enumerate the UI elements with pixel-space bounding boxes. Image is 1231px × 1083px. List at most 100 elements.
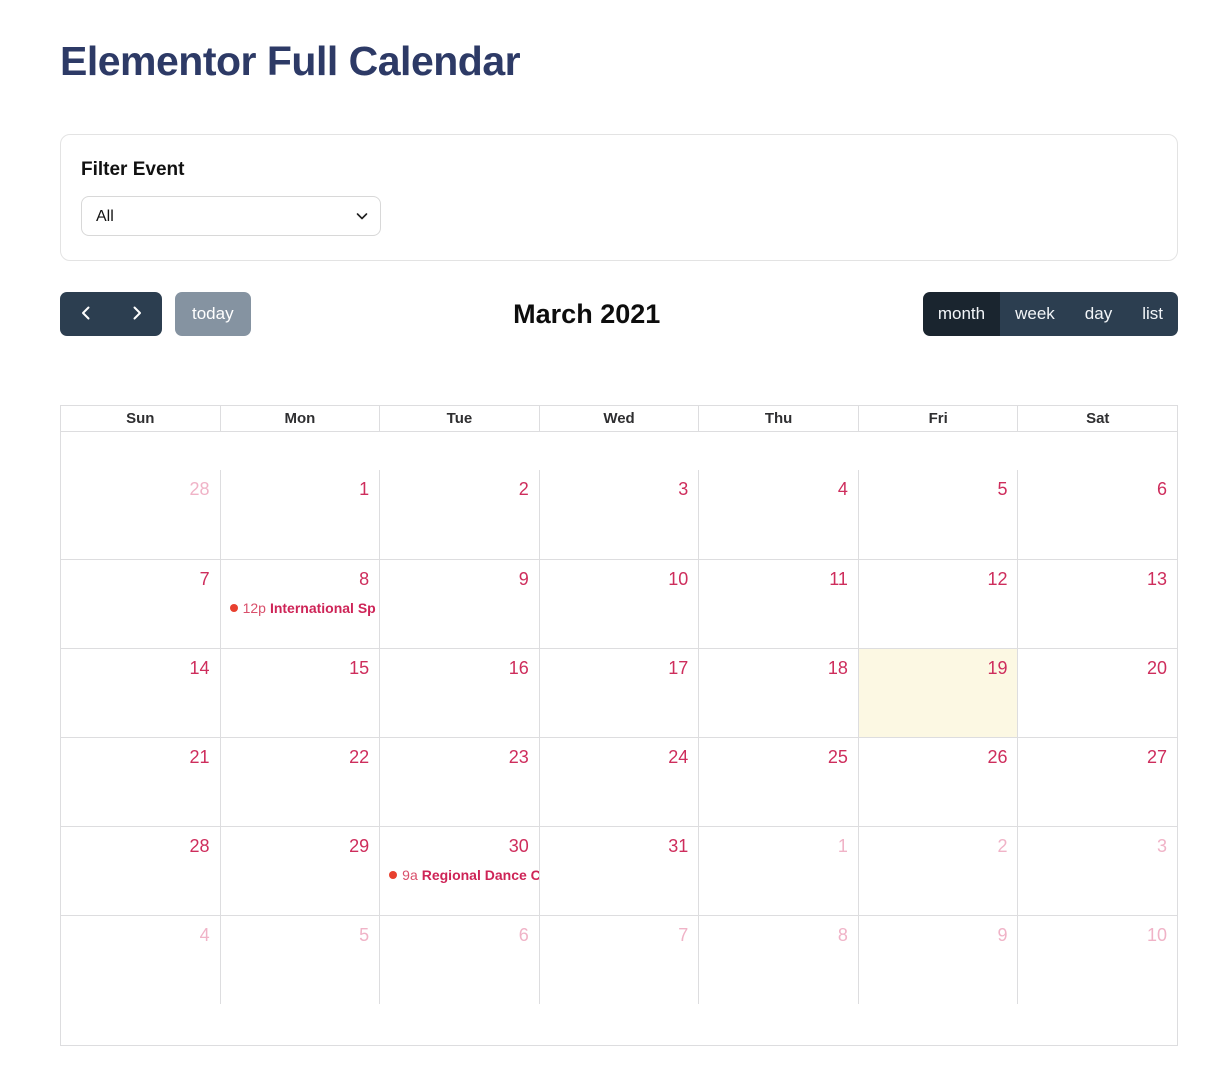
day-cell-4[interactable]: 4 (699, 470, 859, 559)
day-number: 28 (189, 479, 210, 499)
calendar-event[interactable]: 9a Regional Dance C (380, 867, 539, 883)
event-title: Regional Dance C (421, 867, 539, 883)
day-cell-24[interactable]: 24 (540, 738, 700, 826)
day-cell-3[interactable]: 3 (540, 470, 700, 559)
day-cell-17[interactable]: 17 (540, 649, 700, 737)
day-header-thu: Thu (699, 406, 859, 431)
today-button[interactable]: today (175, 292, 251, 336)
day-cell-13[interactable]: 13 (1018, 560, 1177, 648)
event-dot-icon (229, 604, 238, 612)
day-number: 23 (508, 747, 529, 767)
view-button-list[interactable]: list (1127, 292, 1178, 336)
day-cell-16[interactable]: 16 (380, 649, 540, 737)
day-of-week-header: Sun Mon Tue Wed Thu Fri Sat (61, 406, 1177, 432)
next-button[interactable] (111, 292, 162, 336)
day-number: 7 (199, 569, 210, 589)
prev-button[interactable] (60, 292, 111, 336)
day-cell-8[interactable]: 8 12p International Sp (221, 560, 381, 648)
day-cell-28[interactable]: 28 (61, 470, 221, 559)
week-row: 28 29 30 9a Regional Dance C 31 1 2 3 (61, 826, 1177, 915)
day-cell-12[interactable]: 12 (859, 560, 1019, 648)
day-cell-6[interactable]: 6 (380, 916, 540, 1004)
page: Elementor Full Calendar Filter Event All (60, 0, 1178, 1046)
day-cell-26[interactable]: 26 (859, 738, 1019, 826)
week-row: 28 1 2 3 4 5 6 (61, 470, 1177, 559)
chevron-right-icon (129, 304, 145, 325)
day-number: 11 (829, 569, 848, 589)
day-cell-10[interactable]: 10 (540, 560, 700, 648)
day-cell-22[interactable]: 22 (221, 738, 381, 826)
day-cell-18[interactable]: 18 (699, 649, 859, 737)
day-cell-19[interactable]: 19 (858, 649, 1019, 737)
day-cell-1[interactable]: 1 (699, 827, 859, 915)
day-cell-2[interactable]: 2 (859, 827, 1019, 915)
day-number: 29 (349, 836, 370, 856)
view-button-month[interactable]: month (922, 292, 1001, 336)
day-cell-20[interactable]: 20 (1018, 649, 1177, 737)
day-cell-28[interactable]: 28 (61, 827, 221, 915)
day-number: 10 (1147, 925, 1168, 945)
day-cell-3[interactable]: 3 (1018, 827, 1177, 915)
day-cell-29[interactable]: 29 (221, 827, 381, 915)
day-number: 16 (508, 658, 529, 678)
calendar-event[interactable]: 12p International Sp (221, 600, 380, 616)
day-number: 20 (1147, 658, 1168, 678)
day-number: 5 (359, 925, 370, 945)
week-row: 7 8 12p International Sp 9 10 11 12 13 (61, 559, 1177, 648)
day-cell-9[interactable]: 9 (380, 560, 540, 648)
day-cell-8[interactable]: 8 (699, 916, 859, 1004)
event-time: 12p (242, 600, 266, 616)
day-number: 17 (668, 658, 689, 678)
day-cell-31[interactable]: 31 (540, 827, 700, 915)
day-number: 3 (678, 479, 689, 499)
day-cell-30[interactable]: 30 9a Regional Dance C (380, 827, 540, 915)
day-cell-11[interactable]: 11 (699, 560, 859, 648)
day-cell-14[interactable]: 14 (61, 649, 221, 737)
day-number: 8 (837, 925, 848, 945)
filter-event-card: Filter Event All (60, 134, 1178, 261)
event-dot-icon (389, 871, 398, 879)
day-number: 18 (827, 658, 848, 678)
view-switcher: month week day list (922, 292, 1178, 336)
day-cell-2[interactable]: 2 (380, 470, 540, 559)
day-number: 2 (518, 479, 529, 499)
day-cell-21[interactable]: 21 (61, 738, 221, 826)
day-cell-10[interactable]: 10 (1018, 916, 1177, 1004)
day-number: 9 (997, 925, 1008, 945)
day-header-tue: Tue (380, 406, 540, 431)
day-header-mon: Mon (221, 406, 381, 431)
day-number: 4 (837, 479, 848, 499)
day-number: 6 (518, 925, 529, 945)
day-number: 25 (827, 747, 848, 767)
filter-event-label: Filter Event (81, 159, 185, 180)
day-cell-23[interactable]: 23 (380, 738, 540, 826)
day-number: 1 (837, 836, 848, 856)
day-cell-6[interactable]: 6 (1018, 470, 1177, 559)
day-cell-27[interactable]: 27 (1018, 738, 1177, 826)
day-cell-5[interactable]: 5 (221, 916, 381, 1004)
day-cell-7[interactable]: 7 (61, 560, 221, 648)
day-header-wed: Wed (540, 406, 700, 431)
day-cell-25[interactable]: 25 (699, 738, 859, 826)
view-button-week[interactable]: week (1000, 292, 1070, 336)
day-cell-9[interactable]: 9 (859, 916, 1019, 1004)
day-header-fri: Fri (859, 406, 1019, 431)
day-number: 9 (518, 569, 529, 589)
view-button-day[interactable]: day (1069, 292, 1128, 336)
day-cell-7[interactable]: 7 (540, 916, 700, 1004)
day-header-sun: Sun (61, 406, 221, 431)
week-rows: 28 1 2 3 4 5 6 7 8 12p International Sp 9 10 11 12 13 14… (61, 470, 1177, 1004)
day-number: 30 (508, 836, 529, 856)
day-number: 19 (987, 658, 1008, 678)
day-number: 28 (189, 836, 210, 856)
day-cell-1[interactable]: 1 (221, 470, 381, 559)
day-number: 8 (359, 569, 370, 589)
day-cell-15[interactable]: 15 (221, 649, 381, 737)
day-cell-4[interactable]: 4 (61, 916, 221, 1004)
day-cell-5[interactable]: 5 (859, 470, 1019, 559)
week-row: 14 15 16 17 18 19 20 (61, 648, 1177, 737)
day-number: 6 (1157, 479, 1168, 499)
filter-select[interactable]: All (81, 196, 381, 236)
day-number: 15 (349, 658, 370, 678)
day-number: 2 (997, 836, 1008, 856)
